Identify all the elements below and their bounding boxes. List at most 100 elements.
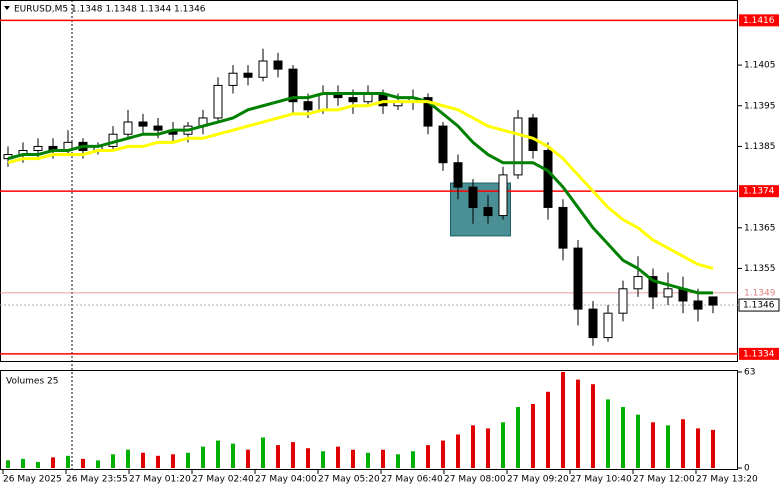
volume-bar [366,452,370,468]
level-label: 1.1374 [743,187,775,197]
volume-bar [441,440,445,468]
candle-body [243,72,253,78]
candle-body [258,60,268,78]
x-tick-label: 27 May 06:40 [381,475,443,485]
volume-bar [576,379,580,468]
main-frame [0,0,738,362]
volume-bar [6,460,10,468]
candle-body [288,68,298,103]
volume-bar [591,384,595,468]
candle-body [423,97,433,127]
volume-tick-label: 0 [744,464,750,474]
x-tick-label: 27 May 01:20 [129,475,191,485]
volume-bar [351,449,355,468]
y-tick-label: 1.1355 [744,264,776,274]
volume-bar [171,454,175,468]
volume-bar [456,434,460,468]
level-label-bg [739,14,779,27]
y-tick-label: 1.1385 [744,142,776,152]
candle-body [483,206,493,217]
x-tick-label: 27 May 09:20 [507,475,569,485]
x-tick-label: 27 May 02:40 [192,475,254,485]
volume-bar [546,391,550,468]
y-tick-label: 1.1395 [744,101,776,111]
volume-bar [621,407,625,468]
candle-body [663,288,673,298]
level-label-bg [739,185,779,198]
volume-bar [156,455,160,468]
candle-body [348,97,358,103]
candle-body [468,186,478,208]
candle-body [708,296,718,306]
volume-bar [126,449,130,468]
volume-bar [666,425,670,468]
bid-label: 1.1349 [744,288,776,298]
candle-body [123,121,133,135]
level-label: 1.1334 [743,349,775,359]
volume-bar [51,457,55,468]
candle-body [213,84,223,119]
candle-body [33,145,43,151]
chart-title: EURUSD,M5 1.1348 1.1348 1.1344 1.1346 [14,5,206,15]
volume-bar [186,452,190,468]
volume-bar [246,449,250,468]
volume-bar [321,451,325,468]
menu-arrow [4,6,10,10]
volume-bar [336,446,340,468]
volume-bar [141,452,145,468]
volume-title: Volumes 25 [6,377,58,387]
candle-body [648,276,658,298]
volume-bar [201,446,205,468]
volume-bar [291,442,295,468]
volume-bar [411,451,415,468]
y-tick-label: 1.1365 [744,223,776,233]
candle-body [603,312,613,339]
x-tick-label: 27 May 04:00 [255,475,317,485]
candle-body [693,300,703,310]
candle-body [543,149,553,208]
moving-average [7,100,714,270]
volume-bar [381,449,385,468]
volume-bar [306,448,310,468]
candle-body [273,60,283,70]
x-tick-label: 26 May 23:55 [66,475,128,485]
candle-body [633,276,643,290]
candle-body [138,121,148,127]
level-label: 1.1416 [743,16,775,26]
candle-body [153,125,163,131]
volume-bar [531,404,535,468]
volume-bar [261,437,265,468]
candle-body [453,162,463,188]
volume-bar [21,458,25,468]
candle-body [558,206,568,249]
candle-body [303,101,313,111]
volume-bar [426,445,430,468]
volume-bar [96,460,100,468]
candle-body [228,72,238,86]
y-tick-label: 1.1405 [744,61,776,71]
x-tick-label: 27 May 12:00 [633,475,695,485]
x-tick-label: 27 May 05:20 [318,475,380,485]
volume-bar [231,443,235,468]
x-tick-label: 27 May 10:40 [570,475,632,485]
volume-bar [396,454,400,468]
x-tick-label: 27 May 13:20 [696,475,758,485]
candle-body [498,174,508,217]
volume-bar [216,440,220,468]
volume-bar [81,458,85,468]
volume-bar [111,454,115,468]
volume-tick-label: 63 [744,368,755,378]
volume-bar [606,399,610,468]
volume-bar [501,422,505,468]
volume-bar [561,372,565,468]
current-label: 1.1346 [743,301,775,311]
candle-body [588,308,598,339]
x-tick-label: 26 May 2025 [3,475,62,485]
volume-bar [471,425,475,468]
volume-bar [681,419,685,468]
moving-average [7,92,713,295]
volume-bar [36,461,40,468]
volume-bar [711,429,715,468]
